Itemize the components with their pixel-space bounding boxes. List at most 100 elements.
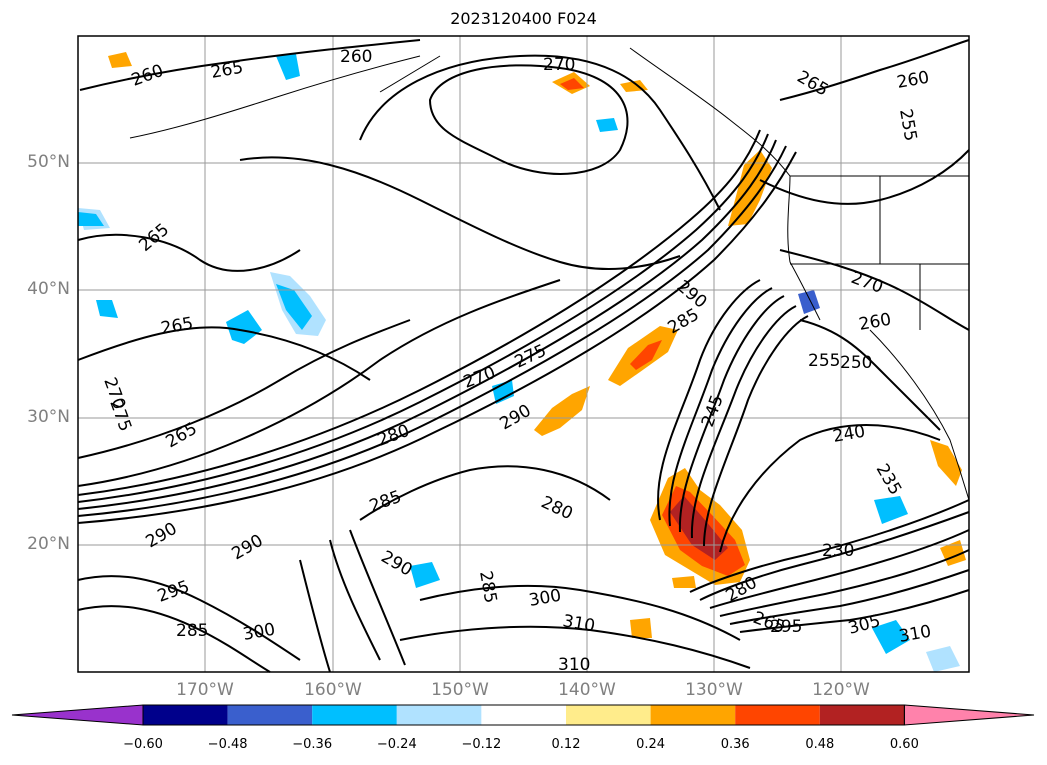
colorbar-segment bbox=[481, 705, 566, 725]
colorbar-segment bbox=[566, 705, 651, 725]
contour-line bbox=[719, 549, 970, 617]
contour-line bbox=[359, 465, 611, 521]
colorbar-segment bbox=[396, 705, 482, 725]
colorbar-tick-label: −0.36 bbox=[292, 737, 333, 752]
coastlines bbox=[129, 47, 970, 501]
shaded-negative-area bbox=[872, 620, 910, 654]
lat-label-40n: 40°N bbox=[27, 279, 70, 299]
contour-line bbox=[77, 129, 761, 496]
contour-line bbox=[399, 625, 751, 669]
contour-line bbox=[77, 575, 301, 661]
shaded-negative-area bbox=[96, 300, 118, 318]
colorbar bbox=[11, 704, 1035, 726]
contour-line bbox=[349, 529, 406, 666]
map-background bbox=[78, 36, 969, 672]
contour-line bbox=[678, 295, 785, 533]
contour-line bbox=[329, 539, 381, 661]
contour-line bbox=[709, 529, 970, 609]
shaded-negative-area bbox=[276, 284, 312, 330]
lon-label-140w: 140°W bbox=[558, 680, 616, 700]
contour-line bbox=[299, 559, 331, 673]
colorbar-tick-label: −0.60 bbox=[123, 737, 163, 752]
colorbar-tick-label: −0.48 bbox=[207, 737, 248, 752]
contour-line bbox=[239, 156, 681, 271]
shaded-negative-area bbox=[78, 212, 104, 226]
contour-label: 230 bbox=[822, 541, 854, 561]
contour-line bbox=[77, 145, 787, 517]
contour-line bbox=[77, 133, 769, 503]
contour-label: 255 bbox=[808, 351, 840, 371]
map-title: 2023120400 F024 bbox=[450, 9, 597, 28]
colorbar-tick-label: 0.60 bbox=[889, 737, 919, 752]
graticule bbox=[78, 36, 969, 672]
contour-line bbox=[739, 589, 970, 633]
contour-line bbox=[77, 139, 777, 510]
contour-line bbox=[779, 39, 970, 101]
contour-label: 260 bbox=[340, 47, 372, 67]
colorbar-segment bbox=[227, 705, 313, 725]
colorbar-tick-label: −0.24 bbox=[376, 737, 417, 752]
shaded-negative-area bbox=[276, 54, 300, 80]
contour-label: 310 bbox=[558, 655, 590, 675]
colorbar-segment bbox=[735, 705, 820, 725]
contour-label: 270 bbox=[543, 55, 575, 75]
colorbar-extend-min bbox=[11, 704, 144, 726]
shaded-positive-area bbox=[672, 576, 696, 588]
contour-label: 285 bbox=[176, 621, 208, 641]
contour-line bbox=[359, 54, 721, 211]
shaded-positive-area bbox=[630, 340, 662, 370]
contour-line bbox=[77, 151, 797, 524]
shaded-negative-area bbox=[410, 562, 440, 588]
colorbar-tick-label: 0.24 bbox=[636, 737, 666, 752]
colorbar-tick-label: −0.12 bbox=[461, 737, 502, 752]
contour-line bbox=[729, 569, 970, 625]
contour-line bbox=[428, 64, 629, 175]
contour-line bbox=[719, 424, 941, 553]
colorbar-segment bbox=[650, 705, 736, 725]
shaded-positive-area bbox=[560, 78, 584, 90]
contour-line bbox=[690, 305, 797, 539]
lon-label-160w: 160°W bbox=[304, 680, 362, 700]
baja-coastline bbox=[869, 329, 970, 501]
lon-label-130w: 130°W bbox=[685, 680, 743, 700]
colorbar-tick-label: 0.12 bbox=[551, 737, 581, 752]
contour-line bbox=[657, 279, 761, 521]
contour-line bbox=[699, 511, 970, 601]
colorbar-extend-max bbox=[903, 704, 1035, 726]
lat-label-30n: 30°N bbox=[27, 407, 70, 427]
contour-line bbox=[79, 39, 421, 91]
contour-line bbox=[77, 326, 371, 381]
map-frame bbox=[77, 35, 970, 673]
contour-line bbox=[703, 315, 809, 547]
contour-line bbox=[77, 319, 411, 459]
shaded-negative-area bbox=[596, 118, 618, 132]
colorbar-segment bbox=[819, 705, 905, 725]
contour-line bbox=[77, 233, 301, 272]
contour-line bbox=[799, 319, 941, 431]
north-america-coastline bbox=[629, 47, 821, 321]
contour-label: 295 bbox=[770, 617, 802, 637]
shaded-positive-area bbox=[108, 52, 132, 68]
contour-line bbox=[419, 584, 741, 641]
colorbar-tick-label: 0.36 bbox=[720, 737, 750, 752]
contour-label: 250 bbox=[840, 353, 872, 373]
contour-line bbox=[77, 605, 271, 673]
lon-label-150w: 150°W bbox=[431, 680, 489, 700]
lat-label-20n: 20°N bbox=[27, 534, 70, 554]
colorbar-outline bbox=[142, 704, 905, 726]
colorbar-tick-label: 0.48 bbox=[805, 737, 835, 752]
shaded-positive-area bbox=[930, 440, 962, 486]
shaded-negative-area bbox=[926, 646, 960, 672]
lon-label-120w: 120°W bbox=[812, 680, 870, 700]
lon-label-170w: 170°W bbox=[176, 680, 234, 700]
lat-label-50n: 50°N bbox=[27, 152, 70, 172]
shaded-negative-area bbox=[226, 310, 262, 344]
aleutian-islands bbox=[129, 55, 421, 139]
contour-line bbox=[77, 279, 561, 487]
colorbar-segment bbox=[143, 705, 228, 725]
contour-line bbox=[689, 499, 970, 593]
contour-line bbox=[779, 249, 970, 331]
contour-line bbox=[668, 287, 773, 527]
colorbar-segment bbox=[312, 705, 397, 725]
